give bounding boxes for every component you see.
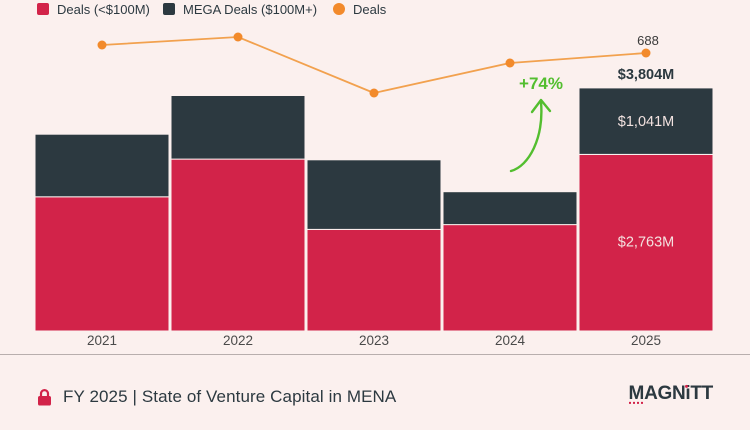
legend-label-deal-count: Deals (353, 1, 387, 17)
lock-icon (38, 388, 51, 405)
footer-title: FY 2025 | State of Venture Capital in ME… (63, 386, 397, 406)
label-mega-2025: $1,041M (618, 114, 674, 130)
x-tick-2023: 2023 (359, 333, 389, 348)
line-point-2024 (505, 58, 515, 68)
bar-2022-mega-deals (170, 95, 306, 160)
growth-arrowhead-icon (530, 98, 552, 114)
bar-2022-deals (170, 158, 306, 332)
bar-2023-deals (306, 228, 442, 332)
legend-item-deals: Deals (<$100M) (37, 1, 150, 17)
mega-deals-swatch-icon (163, 3, 175, 15)
deals-line (101, 36, 647, 94)
bar-2021-mega-deals (34, 133, 170, 198)
growth-label: +74% (519, 74, 563, 93)
legend-item-deal-count: Deals (333, 1, 386, 17)
deals-swatch-icon (37, 3, 49, 15)
x-tick-2025: 2025 (631, 333, 661, 348)
bar-2023-mega-deals (306, 159, 442, 230)
logo-m-underline-icon (628, 401, 643, 404)
line-point-2021 (97, 40, 107, 50)
label-count-2025: 688 (637, 33, 659, 48)
chart-canvas: 2021 2022 2023 2024 2025 $3,804M $1,041M $2,763… (34, 32, 714, 348)
bar-2021-deals (34, 196, 170, 332)
label-deals-2025: $2,763M (618, 235, 674, 251)
line-point-2023 (369, 88, 379, 98)
magnitt-logo: MAGNiTT (628, 382, 714, 404)
logo-text: MAGNiTT (628, 382, 714, 404)
legend-item-mega-deals: MEGA Deals ($100M+) (163, 1, 317, 17)
bar-2024-mega-deals (442, 191, 578, 226)
legend-label-mega-deals: MEGA Deals ($100M+) (183, 1, 318, 17)
legend-label-deals: Deals (<$100M) (57, 1, 150, 17)
footer: FY 2025 | State of Venture Capital in ME… (0, 354, 750, 430)
label-total-2025: $3,804M (618, 67, 674, 83)
bar-2024-deals (442, 224, 578, 332)
line-point-2022 (233, 32, 243, 42)
bar-2025-mega-deals (578, 87, 714, 155)
deal-count-dot-icon (333, 3, 345, 15)
logo-i-dot-icon (685, 384, 688, 388)
growth-arrow-icon (509, 100, 543, 173)
x-tick-2024: 2024 (495, 333, 526, 348)
line-point-2025 (641, 48, 651, 58)
x-tick-2022: 2022 (223, 333, 253, 348)
x-tick-2021: 2021 (87, 333, 117, 348)
